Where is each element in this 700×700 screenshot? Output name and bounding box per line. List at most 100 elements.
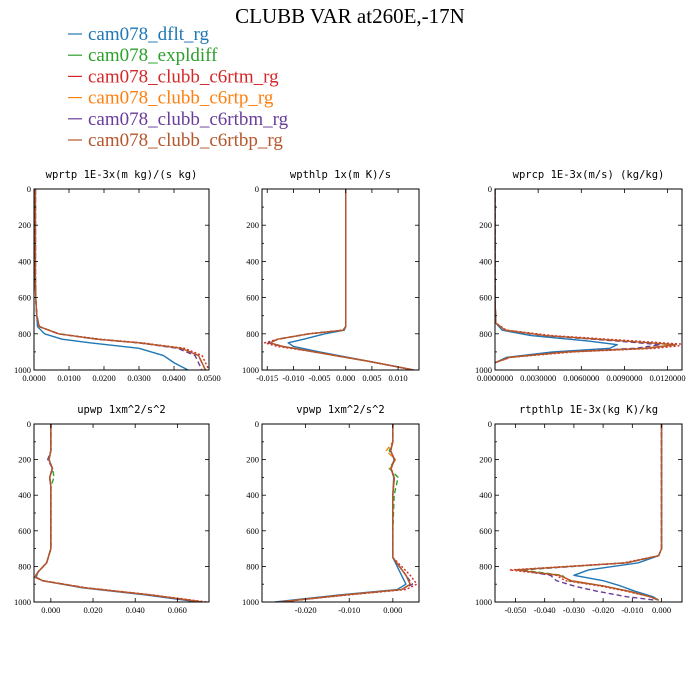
series-line-cam078_clubb_c6rtbm_rg bbox=[34, 189, 203, 370]
x-tick-label: 0.000 bbox=[41, 605, 60, 615]
series-line-cam078_clubb_c6rtbp_rg bbox=[514, 424, 663, 601]
series-line-cam078_clubb_c6rtbp_rg bbox=[279, 424, 411, 602]
y-tick-label: 800 bbox=[479, 561, 492, 571]
y-tick-label: 200 bbox=[18, 455, 31, 465]
panel-title: wpthlp 1x(m K)/s bbox=[290, 169, 391, 181]
panel-3: wprcp 1E-3x(m/s) (kg/kg) 0 200 400 600 800 100… bbox=[475, 169, 686, 383]
y-tick-label: 600 bbox=[18, 293, 31, 303]
panel-title: rtpthlp 1E-3x(kg K)/kg bbox=[519, 404, 658, 416]
x-tick-label: -0.005 bbox=[309, 373, 331, 383]
panel-title: vpwp 1xm^2/s^2 bbox=[296, 404, 385, 416]
series-line-cam078_clubb_c6rtm_rg bbox=[508, 424, 663, 601]
series-group bbox=[34, 189, 209, 370]
series-group bbox=[508, 424, 663, 601]
y-tick-label: 0 bbox=[488, 419, 492, 429]
series-line-cam078_clubb_c6rtbp_rg bbox=[34, 424, 203, 602]
x-tick-label: 0.0090000 bbox=[606, 373, 642, 383]
figure-title: CLUBB VAR at260E,-17N bbox=[235, 4, 465, 28]
x-tick-label: -0.010 bbox=[338, 605, 360, 615]
x-tick-label: -0.010 bbox=[282, 373, 304, 383]
series-line-cam078_clubb_c6rtp_rg bbox=[495, 189, 675, 364]
plot-frame bbox=[494, 423, 683, 603]
x-tick-label: -0.050 bbox=[504, 605, 526, 615]
x-tick-label: 0.020 bbox=[83, 605, 102, 615]
x-tick-label: 0.0300 bbox=[127, 373, 150, 383]
x-tick-label: 0.0030000 bbox=[520, 373, 556, 383]
y-tick-label: 400 bbox=[479, 490, 492, 500]
x-tick-label: -0.010 bbox=[621, 605, 643, 615]
series-line-cam078_expldiff bbox=[34, 189, 207, 370]
y-tick-label: 800 bbox=[246, 329, 259, 339]
panels: wprtp 1E-3x(m kg)/(s kg) 0 200 400 600 800 100… bbox=[14, 169, 686, 615]
y-tick-label: 200 bbox=[479, 455, 492, 465]
series-line-cam078_dflt_rg bbox=[34, 189, 189, 370]
x-tick-label: 0.000 bbox=[383, 605, 402, 615]
y-tick-label: 200 bbox=[246, 220, 259, 230]
plot-frame bbox=[33, 423, 210, 603]
x-tick-label: 0.0400 bbox=[162, 373, 185, 383]
legend-label-cam078_clubb_c6rtm_rg: cam078_clubb_c6rtm_rg bbox=[88, 66, 279, 87]
panel-5: vpwp 1xm^2/s^2 0 200 400 600 800 1000 -0.020 -0.… bbox=[242, 404, 420, 615]
series-line-cam078_clubb_c6rtm_rg bbox=[34, 189, 209, 370]
x-tick-label: 0.000 bbox=[652, 605, 671, 615]
x-tick-label: -0.030 bbox=[563, 605, 585, 615]
y-tick-label: 600 bbox=[246, 526, 259, 536]
panel-title: wprtp 1E-3x(m kg)/(s kg) bbox=[46, 169, 198, 181]
y-tick-label: 400 bbox=[246, 490, 259, 500]
series-line-cam078_clubb_c6rtm_rg bbox=[263, 189, 414, 370]
panel-1: wprtp 1E-3x(m kg)/(s kg) 0 200 400 600 800 100… bbox=[14, 169, 221, 383]
series-line-cam078_clubb_c6rtm_rg bbox=[279, 424, 418, 602]
x-tick-label: -0.040 bbox=[534, 605, 556, 615]
legend-label-cam078_clubb_c6rtbp_rg: cam078_clubb_c6rtbp_rg bbox=[88, 130, 283, 151]
series-line-cam078_clubb_c6rtm_rg bbox=[495, 189, 682, 364]
x-tick-label: 0.0000000 bbox=[477, 373, 513, 383]
series-line-cam078_clubb_c6rtbm_rg bbox=[495, 189, 662, 364]
series-group bbox=[495, 189, 682, 364]
y-tick-label: 0 bbox=[27, 419, 31, 429]
series-group bbox=[34, 424, 207, 602]
x-tick-label: 0.060 bbox=[168, 605, 187, 615]
panel-4: upwp 1xm^2/s^2 0 200 400 600 800 1000 0.000 0.02… bbox=[14, 404, 210, 615]
plot-frame bbox=[261, 423, 420, 603]
x-tick-label: 0.0200 bbox=[92, 373, 115, 383]
x-tick-label: 0.0000 bbox=[22, 373, 45, 383]
x-tick-label: 0.0120000 bbox=[650, 373, 686, 383]
plot-frame bbox=[261, 188, 420, 371]
y-tick-label: 600 bbox=[18, 526, 31, 536]
panel-6: rtpthlp 1E-3x(kg K)/kg 0 200 400 600 800 1000 -… bbox=[475, 404, 683, 615]
x-tick-label: 0.000 bbox=[336, 373, 355, 383]
y-tick-label: 400 bbox=[18, 256, 31, 266]
series-line-cam078_clubb_c6rtm_rg bbox=[34, 424, 207, 602]
legend-label-cam078_clubb_c6rtbm_rg: cam078_clubb_c6rtbm_rg bbox=[88, 109, 289, 130]
series-line-cam078_clubb_c6rtp_rg bbox=[269, 189, 414, 370]
y-tick-label: 0 bbox=[488, 184, 492, 194]
y-tick-label: 400 bbox=[18, 490, 31, 500]
x-tick-label: 0.040 bbox=[126, 605, 145, 615]
series-line-cam078_dflt_rg bbox=[35, 424, 199, 602]
panel-title: upwp 1xm^2/s^2 bbox=[77, 404, 166, 416]
x-tick-label: 0.010 bbox=[389, 373, 408, 383]
y-tick-label: 800 bbox=[18, 329, 31, 339]
series-line-cam078_dflt_rg bbox=[287, 189, 414, 370]
y-tick-label: 800 bbox=[479, 329, 492, 339]
y-tick-label: 600 bbox=[246, 293, 259, 303]
y-tick-label: 1000 bbox=[242, 597, 259, 607]
panel-title: wprcp 1E-3x(m/s) (kg/kg) bbox=[513, 169, 665, 181]
y-tick-label: 1000 bbox=[242, 365, 259, 375]
series-line-cam078_expldiff bbox=[495, 189, 676, 364]
y-tick-label: 1000 bbox=[14, 365, 31, 375]
series-line-cam078_clubb_c6rtp_rg bbox=[34, 189, 207, 370]
y-tick-label: 0 bbox=[27, 184, 31, 194]
x-tick-label: -0.020 bbox=[295, 605, 317, 615]
series-line-cam078_dflt_rg bbox=[495, 189, 618, 364]
legend: cam078_dflt_rgcam078_expldiffcam078_club… bbox=[68, 24, 289, 151]
series-line-cam078_clubb_c6rtp_rg bbox=[34, 424, 203, 602]
panel-2: wpthlp 1x(m K)/s02004006008001000-0.015-… bbox=[242, 169, 420, 383]
y-tick-label: 1000 bbox=[14, 597, 31, 607]
y-tick-label: 200 bbox=[246, 455, 259, 465]
x-tick-label: -0.020 bbox=[592, 605, 614, 615]
y-tick-label: 400 bbox=[479, 256, 492, 266]
y-tick-label: 600 bbox=[479, 293, 492, 303]
x-tick-label: -0.015 bbox=[256, 373, 278, 383]
y-tick-label: 400 bbox=[246, 256, 259, 266]
